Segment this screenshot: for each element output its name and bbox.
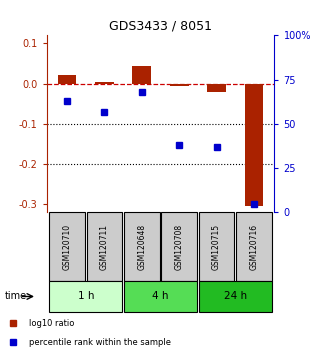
Title: GDS3433 / 8051: GDS3433 / 8051 [109, 20, 212, 33]
Text: GSM120710: GSM120710 [63, 224, 72, 270]
Bar [124, 281, 197, 312]
Bar [161, 212, 197, 281]
Text: 24 h: 24 h [224, 291, 247, 302]
Text: GSM120708: GSM120708 [175, 224, 184, 270]
Bar [245, 84, 263, 206]
Bar [236, 212, 272, 281]
Text: log10 ratio: log10 ratio [29, 319, 75, 328]
Text: time: time [5, 291, 27, 302]
Bar [87, 212, 122, 281]
Bar [199, 212, 234, 281]
Text: GSM120648: GSM120648 [137, 224, 146, 270]
Text: 1 h: 1 h [78, 291, 94, 302]
Bar [95, 82, 114, 84]
Text: 4 h: 4 h [152, 291, 169, 302]
Bar [58, 75, 76, 84]
Text: GSM120715: GSM120715 [212, 224, 221, 270]
Bar [49, 281, 122, 312]
Bar [133, 65, 151, 84]
Text: GSM120711: GSM120711 [100, 224, 109, 270]
Text: GSM120716: GSM120716 [249, 224, 258, 270]
Bar [124, 212, 160, 281]
Text: percentile rank within the sample: percentile rank within the sample [29, 338, 171, 347]
Bar [170, 84, 188, 86]
Bar [207, 84, 226, 92]
Bar [49, 212, 85, 281]
Bar [199, 281, 272, 312]
